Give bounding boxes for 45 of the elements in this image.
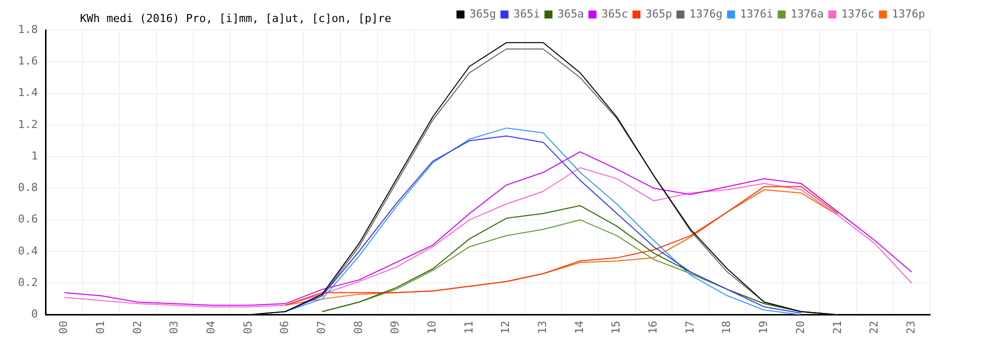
y-tick-label: 1.6 [18,54,38,68]
x-tick-label: 13 [536,320,550,334]
x-tick-label: 02 [130,320,144,334]
y-tick-label: 0 [31,308,38,321]
x-tick-label: 11 [462,320,476,334]
x-tick-label: 10 [426,320,439,334]
legend-label: 1376a [790,7,824,20]
x-tick-label: 03 [168,320,181,334]
y-tick-label: 1 [31,149,38,162]
x-tick-label: 12 [499,320,512,334]
x-tick-label: 14 [572,320,586,334]
legend-label: 1376c [841,7,874,20]
y-tick-label: 0.4 [18,244,38,258]
y-tick-label: 0.8 [18,181,38,194]
x-tick-label: 09 [388,320,402,334]
x-tick-label: 21 [830,320,844,334]
y-tick-label: 1.8 [18,22,38,36]
legend-label: 365p [645,7,672,20]
x-tick-label: 07 [315,320,328,334]
y-tick-label: 0.6 [18,212,38,226]
x-tick-label: 17 [683,320,696,334]
x-tick-label: 08 [352,320,365,334]
x-tick-label: 16 [646,320,660,334]
x-tick-label: 06 [278,320,292,334]
x-tick-label: 05 [241,320,254,334]
x-tick-label: 20 [794,320,807,334]
legend-label: 365c [601,7,628,20]
legend-label: 1376g [689,7,723,20]
x-tick-label: 19 [757,320,770,334]
x-tick-label: 23 [904,320,918,334]
x-tick-label: 15 [610,320,623,334]
x-tick-label: 04 [204,320,218,334]
legend-label: 365i [513,7,540,20]
legend-label: 1376p [892,7,926,20]
x-tick-label: 00 [57,320,70,334]
x-tick-label: 22 [868,320,881,334]
legend-label: 1376i [740,7,774,20]
y-tick-label: 0.2 [18,276,38,289]
x-tick-label: 18 [720,320,734,334]
chart-title: KWh medi (2016) Pro, [i]mm, [a]ut, [c]on, [p]re [80,12,392,25]
y-tick-label: 1.4 [18,86,38,100]
legend-label: 365g [469,7,496,20]
y-tick-label: 1.2 [18,118,38,131]
x-tick-label: 01 [94,320,107,334]
legend-label: 365a [557,7,584,20]
